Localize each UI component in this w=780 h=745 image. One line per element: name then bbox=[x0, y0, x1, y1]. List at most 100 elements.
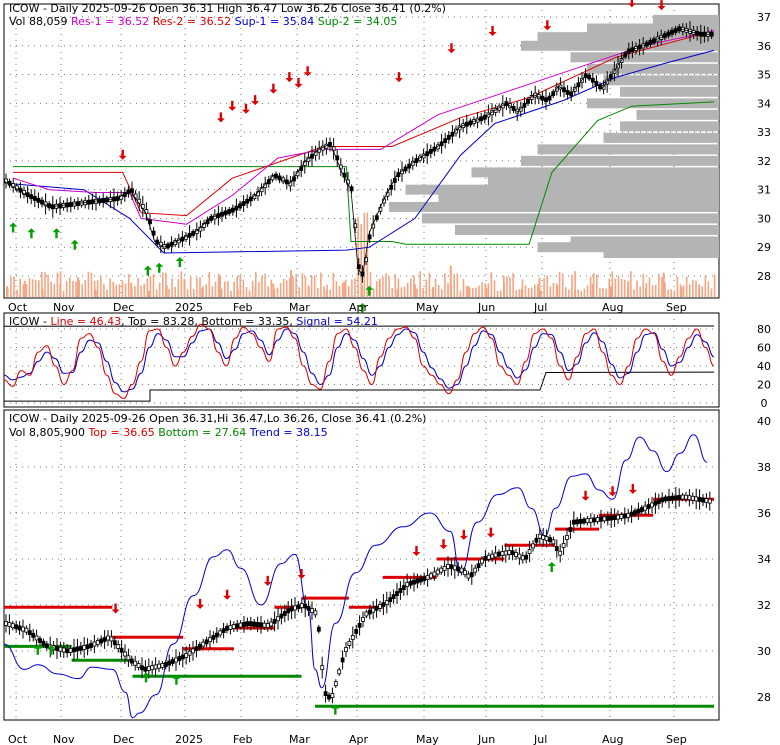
x-tick-label: Sep bbox=[666, 733, 687, 745]
profile-bar bbox=[422, 213, 719, 224]
candle-body bbox=[425, 575, 430, 581]
volume-bar bbox=[158, 282, 161, 297]
volume-bar bbox=[317, 288, 319, 297]
volume-bar bbox=[211, 286, 214, 297]
candle-body bbox=[361, 616, 365, 622]
buy-arrow-icon bbox=[27, 228, 36, 239]
volume-bar bbox=[611, 271, 614, 297]
volume-bar bbox=[34, 279, 37, 297]
candle-body bbox=[259, 622, 263, 628]
volume-bar bbox=[180, 271, 183, 297]
volume-bar bbox=[121, 280, 124, 297]
candle-body bbox=[310, 608, 314, 613]
candle-body bbox=[507, 550, 512, 555]
x-tick-label: Feb bbox=[233, 733, 252, 745]
candle-body bbox=[225, 625, 229, 631]
volume-bar bbox=[608, 278, 610, 297]
volume-bar bbox=[487, 283, 490, 297]
volume-bar bbox=[205, 284, 207, 297]
candle-body bbox=[378, 604, 382, 609]
candle-body bbox=[282, 611, 287, 616]
sell-arrow-icon bbox=[251, 95, 260, 106]
volume-bar bbox=[23, 280, 26, 297]
profile-bar bbox=[603, 132, 719, 143]
sell-arrow-icon bbox=[285, 72, 294, 83]
volume-bar bbox=[540, 290, 542, 297]
y-tick-label: 32 bbox=[757, 599, 771, 612]
volume-bar bbox=[326, 284, 328, 297]
candle-body bbox=[106, 635, 110, 641]
volume-bar bbox=[127, 274, 130, 297]
candle-body bbox=[466, 573, 471, 579]
candle-body bbox=[27, 630, 32, 636]
volume-bar bbox=[62, 290, 65, 297]
volume-bar bbox=[524, 285, 527, 297]
volume-bar bbox=[472, 288, 474, 297]
volume-bar bbox=[289, 277, 291, 297]
stoch-legend: ICOW - Line = 46.43, Top = 83.28, Bottom… bbox=[9, 315, 378, 328]
candle-body bbox=[534, 537, 539, 543]
candle-body bbox=[140, 665, 144, 671]
candle-body bbox=[510, 550, 515, 556]
candle-body bbox=[55, 646, 59, 651]
volume-bar bbox=[574, 271, 576, 297]
volume-bar bbox=[530, 287, 533, 297]
candle-body bbox=[537, 533, 542, 539]
volume-bar bbox=[478, 285, 480, 297]
x-tick-label: Apr bbox=[349, 301, 369, 314]
candle-body bbox=[565, 535, 569, 540]
volume-bar bbox=[627, 287, 629, 297]
candle-body bbox=[303, 603, 308, 609]
buy-arrow-icon bbox=[331, 704, 340, 715]
candle-body bbox=[673, 495, 678, 501]
buy-arrow-icon bbox=[175, 256, 184, 267]
candle-body bbox=[371, 607, 376, 613]
volume-bar bbox=[323, 286, 325, 297]
candle-body bbox=[629, 511, 634, 517]
candle-body bbox=[585, 518, 590, 524]
volume-bar bbox=[577, 289, 579, 297]
legend-sup1: Sup-1 = 35.84 bbox=[235, 15, 315, 28]
legend-line: Line = 46.43 bbox=[50, 315, 121, 328]
x-tick-label: Aug bbox=[602, 301, 623, 314]
volume-bar bbox=[304, 276, 307, 297]
y-tick-label: 37 bbox=[757, 11, 771, 24]
candle-body bbox=[541, 535, 546, 540]
candle-body bbox=[454, 128, 458, 134]
candle-body bbox=[102, 637, 107, 642]
candle-body bbox=[95, 640, 100, 645]
legend-ticker: ICOW bbox=[9, 2, 40, 15]
candle-body bbox=[31, 632, 36, 638]
volume-bar bbox=[75, 281, 77, 297]
volume-bar bbox=[490, 272, 493, 297]
volume-bar bbox=[103, 283, 105, 297]
volume-bar bbox=[394, 274, 397, 297]
volume-bar bbox=[59, 271, 62, 297]
y-tick-label: 38 bbox=[757, 461, 771, 474]
candle-body bbox=[38, 638, 42, 643]
sell-arrow-icon bbox=[459, 529, 468, 540]
volume-bar bbox=[360, 224, 362, 297]
volume-bar bbox=[96, 280, 99, 297]
candle-body bbox=[163, 662, 168, 667]
volume-bar bbox=[462, 278, 465, 297]
volume-bar bbox=[515, 290, 517, 297]
candle-body bbox=[403, 166, 408, 172]
sell-arrow-icon bbox=[628, 483, 637, 494]
candle-body bbox=[262, 622, 267, 628]
legend-top: Top = 36.65 bbox=[87, 426, 154, 439]
candle-body bbox=[687, 495, 692, 501]
volume-bar bbox=[329, 289, 331, 297]
legend-signal: Signal = 54.21 bbox=[296, 315, 378, 328]
volume-bar bbox=[183, 278, 186, 297]
x-tick-label: Dec bbox=[113, 733, 134, 745]
candle-body bbox=[619, 514, 624, 519]
volume-bar bbox=[416, 288, 418, 297]
candle-body bbox=[75, 646, 80, 652]
candle-body bbox=[99, 638, 104, 644]
candle-body bbox=[374, 605, 379, 611]
volume-bar bbox=[538, 278, 541, 297]
x-tick-label: Mar bbox=[289, 733, 310, 745]
volume-bar bbox=[272, 283, 275, 297]
candle-body bbox=[384, 600, 389, 605]
